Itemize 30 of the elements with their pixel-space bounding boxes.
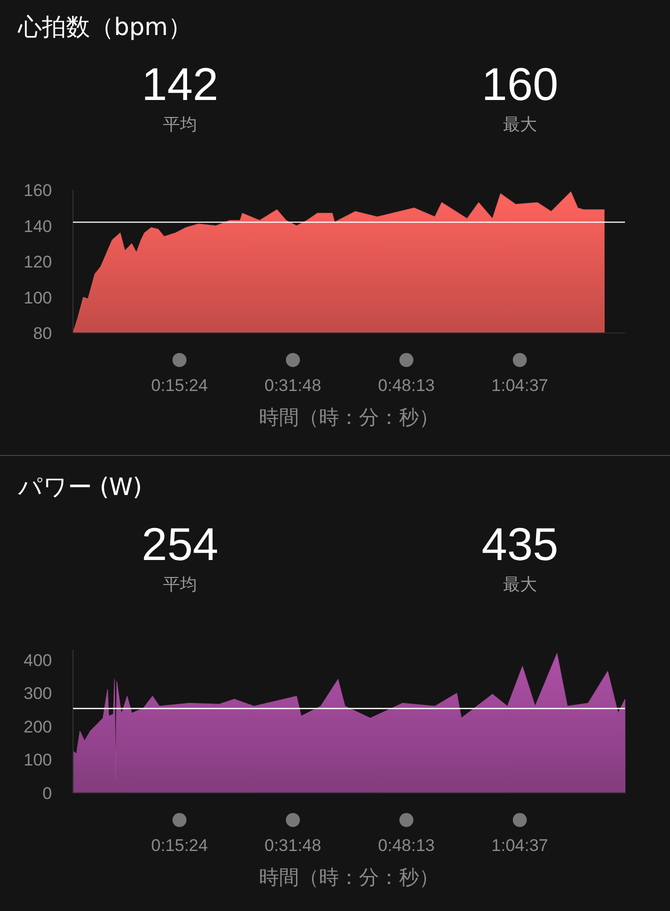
text: 160 [482, 58, 558, 110]
x-tick-label: 0:31:48 [264, 836, 322, 855]
x-axis-title: 時間（時：分：秒） [259, 405, 439, 429]
y-tick-label: 100 [24, 750, 52, 770]
x-tick-label: 1:04:37 [491, 376, 548, 395]
y-tick-label: 160 [24, 181, 52, 200]
text: 最大 [503, 115, 537, 134]
y-tick-label: 200 [24, 717, 52, 736]
text: 平均 [163, 115, 197, 134]
y-tick-label: 140 [24, 216, 52, 236]
y-tick-label: 80 [33, 324, 52, 343]
x-tick-label: 0:31:48 [264, 376, 322, 395]
chart-title: 心拍数（bpm） [17, 13, 192, 41]
x-axis-title: 時間（時：分：秒） [259, 865, 439, 889]
text: 平均 [163, 575, 197, 594]
y-tick-label: 100 [24, 288, 52, 308]
text: 142 [142, 58, 218, 110]
chart-title: パワー (W) [17, 473, 142, 501]
y-tick-label: 0 [42, 784, 52, 803]
text: 435 [482, 518, 558, 570]
x-tick-label: 0:15:24 [151, 376, 208, 395]
y-tick-label: 400 [24, 650, 52, 670]
x-tick-label: 0:48:13 [378, 376, 435, 395]
x-tick-label: 0:15:24 [151, 836, 208, 855]
y-tick-label: 120 [24, 252, 52, 272]
text: 254 [142, 518, 218, 570]
x-tick-label: 1:04:37 [491, 836, 548, 855]
x-tick-label: 0:48:13 [378, 836, 435, 855]
y-tick-label: 300 [24, 684, 52, 704]
text: 最大 [503, 575, 537, 594]
